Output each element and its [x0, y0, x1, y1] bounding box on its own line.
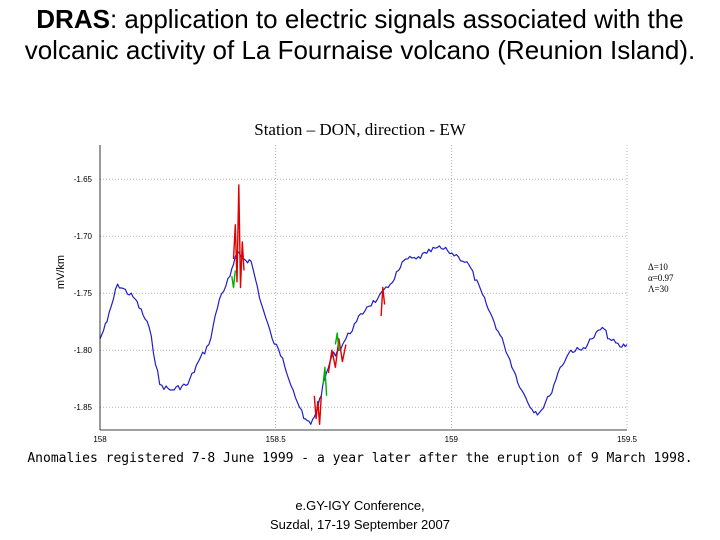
series-layer [99, 184, 628, 425]
anomaly-line [327, 338, 347, 374]
annotation-text: Λ=30 [648, 284, 669, 294]
grid [100, 145, 627, 430]
chart-title: Station – DON, direction - EW [254, 120, 466, 139]
chart-caption: Anomalies registered 7-8 June 1999 - a y… [27, 451, 693, 466]
y-tick-label: -1.65 [74, 175, 93, 184]
anomaly-line [232, 184, 245, 289]
y-tick-label: -1.85 [74, 403, 93, 412]
y-tick-label: -1.75 [74, 289, 93, 298]
y-axis-label: mV/km [55, 255, 67, 289]
signal-line [99, 245, 628, 425]
x-tick-label: 159.5 [617, 435, 638, 444]
x-tick-label: 159 [445, 435, 459, 444]
slide-title-bold: DRAS [36, 4, 110, 34]
y-tick-label: -1.80 [74, 346, 93, 355]
x-tick-label: 158.5 [266, 435, 287, 444]
footer-conference: e.GY-IGY Conference, [295, 498, 425, 513]
anomaly-line [322, 366, 328, 396]
annotation-text: Δ=10 [648, 262, 668, 272]
slide-title-rest: : application to electric signals associ… [24, 4, 696, 65]
x-tick-label: 158 [93, 435, 107, 444]
anomaly-line [313, 395, 322, 425]
annotation-text: α=0.97 [648, 273, 674, 283]
slide-title: DRAS: application to electric signals as… [20, 4, 700, 66]
footer-dates: Suzdal, 17-19 September 2007 [270, 517, 450, 532]
annotations: Δ=10α=0.97Λ=30 [648, 262, 674, 294]
footer: e.GY-IGY Conference, Suzdal, 17-19 Septe… [0, 496, 720, 534]
anomaly-line [334, 332, 340, 351]
anomaly-line [231, 270, 236, 289]
axes: -1.65 -1.70 -1.75 -1.80 -1.85 158 158.5 159 159.… [74, 145, 638, 444]
anomaly-line [380, 286, 386, 317]
y-tick-label: -1.70 [74, 232, 93, 241]
